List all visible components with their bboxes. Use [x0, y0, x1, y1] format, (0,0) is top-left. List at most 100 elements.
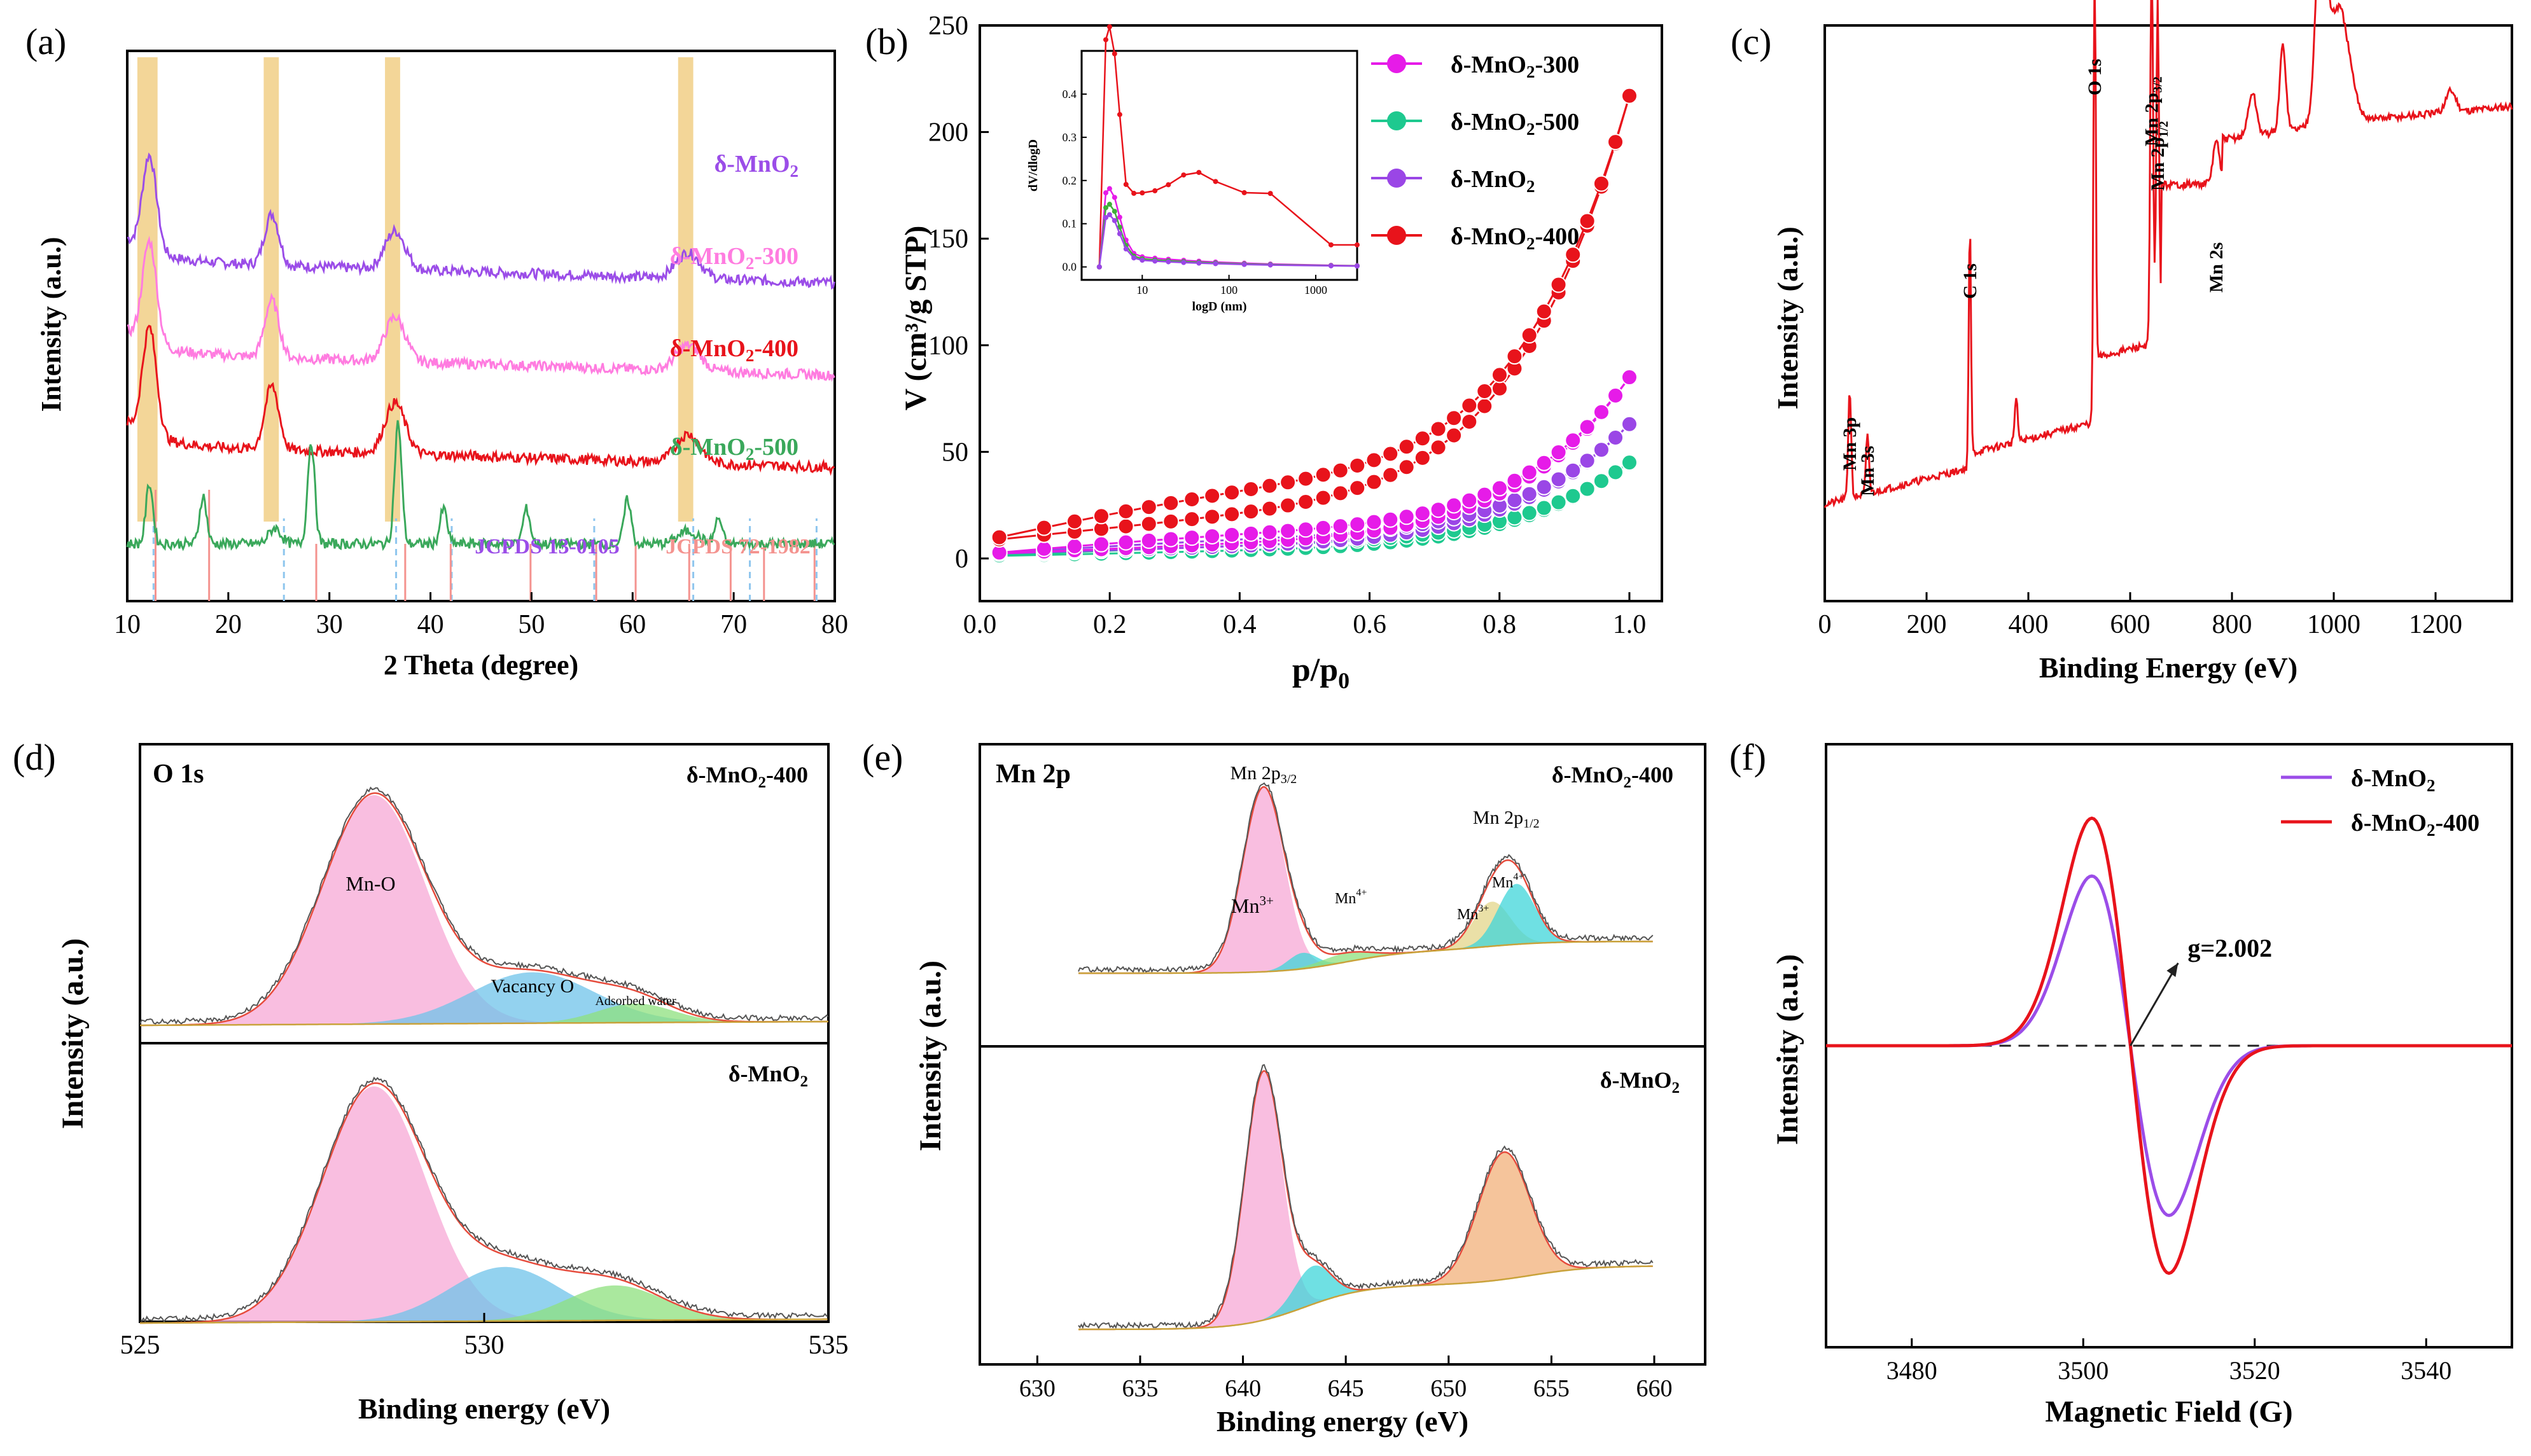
panel-b-inset-point [1106, 24, 1112, 30]
panel-a-x-tick-label: 30 [316, 610, 343, 639]
panel-c-x-tick-label: 800 [2212, 610, 2252, 639]
panel-e-xlabel: Binding energy (eV) [1217, 1405, 1468, 1438]
panel-b-point [1446, 427, 1463, 444]
panel-b-x-tick-label: 0.2 [1093, 610, 1127, 639]
panel-e-top-component [1078, 884, 1653, 973]
panel-b-point [1297, 493, 1314, 510]
panel-b-inset-point [1103, 214, 1109, 220]
panel-e-x-tick-label: 630 [1019, 1375, 1056, 1402]
panel-b-point [1607, 387, 1624, 404]
panel-f-legend-label: δ-MnO2 [2351, 765, 2435, 795]
panel-b-legend-label: δ-MnO2 [1451, 166, 1535, 196]
panel-c-letter: (c) [1731, 21, 1771, 62]
panel-c-axes [1823, 24, 2513, 602]
panel-d-ylabel: Intensity (a.u.) [56, 938, 90, 1129]
panel-b-x-tick-label: 0.0 [963, 610, 997, 639]
panel-e-peak-label: Mn 2p3/2 [1231, 763, 1297, 786]
panel-b-point [1224, 484, 1241, 501]
panel-b-inset-point [1117, 214, 1122, 220]
panel-a-highlight-band [137, 57, 158, 522]
panel-b-point [1183, 511, 1201, 528]
panel-a-series-2 [126, 324, 835, 476]
panel-e-top-raw [1078, 782, 1654, 973]
panel-b-inset-point [1112, 51, 1117, 57]
panel-b-inset-point [1213, 261, 1218, 267]
panel-e-peak-label: Mn 2p1/2 [1473, 807, 1540, 831]
panel-a-x-tick-label: 50 [518, 610, 545, 639]
panel-b-point [1349, 480, 1366, 497]
panel-b-inset-y-tick-label: 0.0 [1063, 261, 1077, 274]
panel-b-point [1140, 499, 1157, 516]
panel-b-point [1521, 327, 1538, 344]
panel-b-legend-label: δ-MnO2-400 [1451, 223, 1579, 253]
panel-d-x-tick-label: 530 [464, 1331, 505, 1360]
panel-a-letter: (a) [25, 21, 66, 62]
panel-b-point [1204, 527, 1221, 544]
panel-b-point [1332, 518, 1349, 535]
panel-b-inset-y-tick-label: 0.3 [1063, 131, 1077, 144]
panel-d-top-envelope [140, 792, 828, 1027]
panel-b-point [1332, 485, 1349, 502]
panel-b-point [1446, 410, 1463, 427]
panel-b-point [1565, 432, 1582, 449]
panel-f-ylabel: Intensity (a.u.) [1771, 954, 1804, 1145]
panel-a-highlight-band [385, 57, 400, 522]
panel-b-inset-point [1140, 258, 1145, 263]
panel-c-peak-label: C 1s [1960, 263, 1981, 299]
panel-b-inset-point [1181, 260, 1187, 265]
panel-b-point [1476, 383, 1493, 400]
panel-d-top-component [140, 972, 828, 1025]
panel-b-point [991, 529, 1008, 546]
panel-e-title: Mn 2p [996, 759, 1071, 789]
panel-d-top-sample: δ-MnO2-400 [687, 762, 808, 791]
panel-d-bottom-component [140, 1086, 828, 1323]
panel-d-component-label: Mn-O [345, 872, 395, 895]
panel-b-inset-point [1103, 205, 1109, 211]
panel-b-inset-point [1355, 263, 1360, 269]
panel-f-annotation: g=2.002 [2187, 934, 2272, 962]
panel-b-inset-point [1140, 190, 1145, 196]
panel-b-point [1349, 457, 1366, 474]
panel-b-x-tick-label: 1.0 [1613, 610, 1647, 639]
panel-b-point [1579, 452, 1596, 469]
panel-b-inset-point [1117, 112, 1122, 118]
panel-f-annotation-arrow [2130, 962, 2179, 1046]
panel-b-y-tick-label: 100 [928, 331, 968, 361]
panel-d-top-baseline [140, 1020, 828, 1027]
panel-d-letter: (d) [13, 737, 56, 778]
panel-c-x-tick-label: 1000 [2307, 610, 2360, 639]
panel-b-point [1607, 464, 1624, 481]
panel-b-point [1579, 212, 1596, 230]
panel-b-point [1261, 523, 1278, 541]
panel-d-component-label: Vacancy O [491, 976, 574, 997]
panel-b-inset-point [1166, 182, 1171, 188]
panel-b-inset-point [1096, 264, 1102, 270]
panel-e-top-component [1078, 941, 1653, 973]
panel-b-point [1382, 511, 1399, 528]
panel-b-inset-point [1166, 259, 1171, 265]
panel-b-inset-point [1112, 209, 1117, 214]
panel-b-inset-x-tick-label: 1000 [1304, 284, 1327, 296]
panel-b-point [1446, 497, 1463, 514]
panel-b-point [1224, 506, 1241, 523]
panel-b-point [1461, 397, 1478, 414]
panel-b-point [1476, 398, 1493, 415]
panel-b-inset-point [1267, 191, 1273, 197]
panel-e-top-sample: δ-MnO2-400 [1552, 762, 1673, 791]
panel-b-point [1117, 503, 1134, 520]
panel-a-series-label: δ-MnO2-300 [670, 243, 798, 273]
panel-b-inset-point [1181, 172, 1187, 178]
panel-b-point [1162, 513, 1180, 530]
panel-b-point [1349, 516, 1366, 533]
panel-b-point [1506, 492, 1523, 509]
panel-b-point [1117, 534, 1134, 551]
panel-a-ref-card-label: JCPDS 72-1982 [666, 535, 811, 558]
panel-b-x-tick-label: 0.8 [1483, 610, 1517, 639]
panel-b-point [1461, 492, 1478, 509]
panel-b-x-tick-label: 0.6 [1353, 610, 1386, 639]
panel-b-point [1066, 537, 1083, 555]
panel-a-ref-card-label: JCPDS 13-0105 [475, 535, 620, 558]
panel-b-point [1035, 540, 1052, 557]
panel-f-x-tick-label: 3500 [2058, 1356, 2109, 1385]
panel-d-top-component [140, 795, 828, 1025]
